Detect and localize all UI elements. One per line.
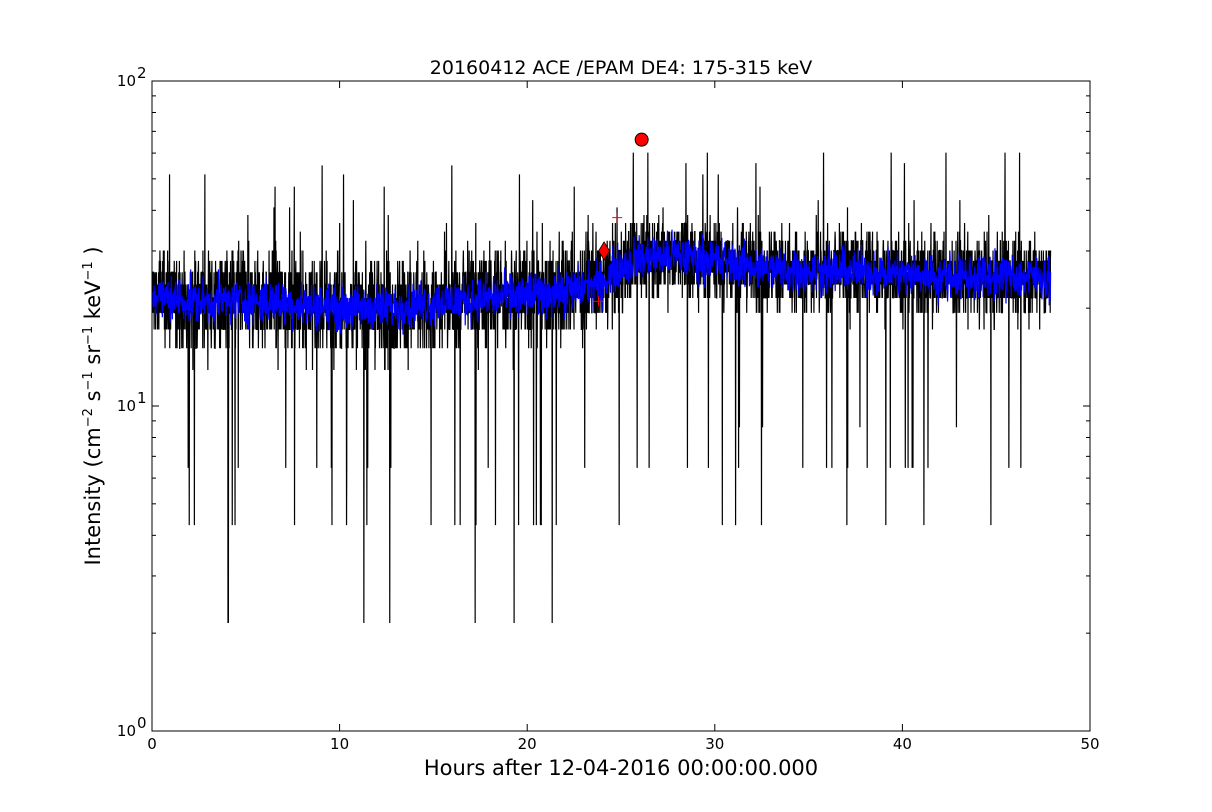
- x-tick-label: 10: [330, 735, 349, 753]
- x-tick-label: 0: [147, 735, 157, 753]
- x-tick-label: 20: [518, 735, 537, 753]
- marker-plus-3: [593, 296, 604, 307]
- data-layer: [152, 132, 1052, 623]
- y-tick-exponent: 0: [137, 714, 147, 732]
- chart-title: 20160412 ACE /EPAM DE4: 175-315 keV: [430, 57, 812, 79]
- y-axis-label: Intensity (cm−2 s−1 sr−1 keV−1 ): [81, 246, 105, 565]
- x-tick-label: 30: [705, 735, 724, 753]
- x-tick-label: 50: [1080, 735, 1099, 753]
- onset-marker-diamond: [598, 241, 611, 261]
- y-tick-label: 10: [117, 722, 136, 740]
- raw-intensity-line: [152, 152, 1052, 623]
- y-tick-label: 10: [117, 397, 136, 415]
- plot-frame: [151, 80, 1091, 732]
- smoothed-intensity-line: [152, 229, 1052, 335]
- peak-marker-circle: [634, 132, 649, 147]
- y-tick-label: 10: [117, 72, 136, 90]
- x-axis-label: Hours after 12-04-2016 00:00:00.000: [424, 756, 818, 780]
- marker-plus-2: [612, 212, 623, 223]
- y-tick-exponent: 2: [137, 64, 147, 82]
- y-tick-exponent: 1: [137, 389, 147, 407]
- x-tick-label: 40: [893, 735, 912, 753]
